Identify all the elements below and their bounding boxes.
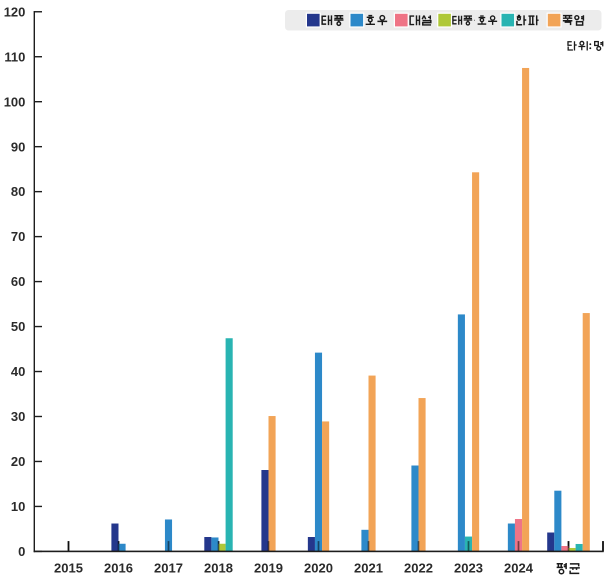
svg-text:2017: 2017 [154, 561, 183, 576]
svg-text:40: 40 [11, 364, 25, 379]
svg-text:2020: 2020 [304, 561, 333, 576]
svg-text:80: 80 [11, 184, 25, 199]
svg-text:120: 120 [4, 4, 26, 19]
svg-text:2015: 2015 [54, 561, 83, 576]
svg-text:100: 100 [4, 94, 26, 109]
svg-text:2022: 2022 [404, 561, 433, 576]
svg-text:90: 90 [11, 139, 25, 154]
svg-text:2021: 2021 [354, 561, 383, 576]
svg-text:20: 20 [11, 454, 25, 469]
svg-text:2023: 2023 [454, 561, 483, 576]
svg-text:2024: 2024 [504, 561, 534, 576]
svg-text:70: 70 [11, 229, 25, 244]
svg-text:10: 10 [11, 499, 25, 514]
svg-text:2019: 2019 [254, 561, 283, 576]
svg-text:2018: 2018 [204, 561, 233, 576]
svg-text:0: 0 [18, 544, 25, 559]
svg-text:30: 30 [11, 409, 25, 424]
svg-text:50: 50 [11, 319, 25, 334]
svg-text:110: 110 [4, 49, 25, 64]
svg-text:2016: 2016 [104, 561, 133, 576]
svg-text:60: 60 [11, 274, 25, 289]
